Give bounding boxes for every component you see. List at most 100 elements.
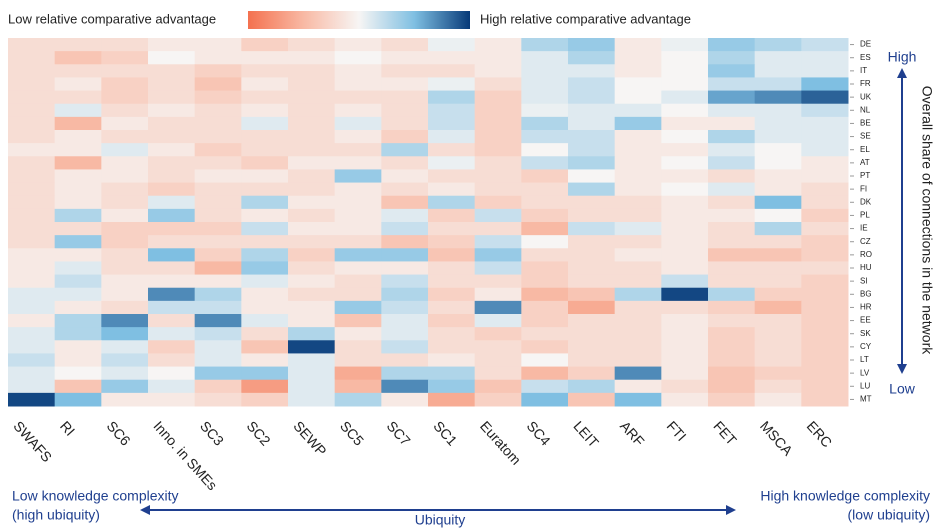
heatmap-cell — [101, 314, 149, 328]
heatmap-cell — [521, 353, 569, 368]
heatmap-cell — [288, 353, 336, 368]
heatmap-cell — [661, 261, 709, 276]
heatmap-cell — [334, 182, 382, 197]
heatmap-cell — [568, 116, 616, 131]
heatmap-cell — [381, 51, 429, 65]
heatmap-cell — [568, 182, 616, 197]
heatmap-cell — [428, 392, 476, 407]
heatmap-cell — [8, 235, 56, 249]
heatmap-cell — [194, 274, 242, 289]
heatmap-cell — [801, 222, 849, 236]
heatmap-cell — [54, 248, 102, 262]
heatmap-cell — [288, 208, 336, 223]
heatmap-cell — [661, 274, 709, 289]
heatmap-cell — [661, 392, 709, 407]
heatmap-cell — [288, 182, 336, 197]
heatmap-cell — [101, 392, 149, 407]
heatmap-cell — [614, 314, 662, 328]
heatmap-cell — [708, 353, 756, 368]
heatmap-cell — [708, 156, 756, 170]
y-tick-label: ES — [860, 53, 871, 62]
heatmap-cell — [334, 274, 382, 289]
heatmap-cell — [521, 235, 569, 249]
heatmap-cell — [614, 51, 662, 65]
heatmap-cell — [8, 103, 56, 118]
heatmap-cell — [288, 392, 336, 407]
heatmap-cell — [521, 340, 569, 354]
arrow-head — [140, 505, 150, 515]
heatmap-cell — [148, 38, 196, 52]
heatmap-cell — [101, 51, 149, 65]
heatmap-cell — [54, 287, 102, 302]
heatmap-cell — [708, 379, 756, 394]
heatmap-cell — [661, 235, 709, 249]
heatmap-cell — [194, 143, 242, 157]
heatmap-cell — [288, 195, 336, 210]
heatmap-cell — [754, 38, 802, 52]
heatmap-cell — [241, 274, 289, 289]
heatmap-cell — [54, 392, 102, 407]
heatmap-cell — [288, 300, 336, 315]
heatmap-cell — [568, 90, 616, 105]
heatmap-cell — [148, 353, 196, 368]
y-tick-label: AT — [860, 158, 870, 167]
heatmap-cell — [708, 314, 756, 328]
heatmap-cell — [381, 261, 429, 276]
heatmap-cell — [661, 248, 709, 262]
heatmap-cell — [101, 116, 149, 131]
heatmap-cell — [148, 327, 196, 341]
heatmap-cell — [661, 195, 709, 210]
y-top-label: High — [888, 49, 917, 65]
arrow-head — [897, 364, 907, 374]
heatmap-cell — [381, 327, 429, 341]
heatmap-cell — [288, 222, 336, 236]
heatmap-cell — [194, 392, 242, 407]
x-tick-label: SC3 — [197, 418, 227, 449]
heatmap-cell — [708, 64, 756, 78]
heatmap-cell — [8, 64, 56, 78]
x-tick-label: SWAFS — [10, 418, 55, 465]
heatmap-cell — [754, 366, 802, 381]
heatmap-cell — [334, 143, 382, 157]
heatmap-cell — [241, 143, 289, 157]
y-tick-label: HR — [860, 303, 872, 312]
heatmap-cell — [101, 143, 149, 157]
heatmap-cell — [614, 300, 662, 315]
heatmap-cell — [54, 379, 102, 394]
heatmap-cell — [614, 195, 662, 210]
heatmap-cell — [661, 103, 709, 118]
heatmap-cell — [754, 327, 802, 341]
heatmap-cell — [474, 77, 522, 92]
heatmap-cell — [288, 130, 336, 144]
heatmap-cell — [474, 156, 522, 170]
y-tick-label: HU — [860, 263, 872, 272]
heatmap-cell — [148, 366, 196, 381]
heatmap-cell — [334, 366, 382, 381]
heatmap-cell — [754, 314, 802, 328]
heatmap-cell — [241, 64, 289, 78]
heatmap-cell — [8, 77, 56, 92]
heatmap-cell — [381, 235, 429, 249]
heatmap-cell — [241, 38, 289, 52]
heatmap-cell — [148, 235, 196, 249]
x-left-label: Low knowledge complexity — [12, 488, 179, 504]
heatmap-cell — [334, 130, 382, 144]
x-tick-label: SC6 — [104, 418, 134, 449]
heatmap-cell — [148, 116, 196, 131]
heatmap-cell — [8, 208, 56, 223]
x-tick-label: SEWP — [290, 418, 329, 459]
heatmap-cell — [381, 143, 429, 157]
heatmap-cell — [708, 195, 756, 210]
heatmap-cell — [614, 103, 662, 118]
heatmap-cell — [568, 195, 616, 210]
heatmap-cell — [148, 300, 196, 315]
heatmap-cell — [708, 261, 756, 276]
heatmap-cell — [754, 300, 802, 315]
heatmap-cell — [568, 64, 616, 78]
heatmap-cell — [148, 143, 196, 157]
heatmap-cell — [8, 379, 56, 394]
heatmap-cell — [661, 208, 709, 223]
heatmap-cell — [708, 274, 756, 289]
colorbar-high-label: High relative comparative advantage — [480, 11, 691, 26]
heatmap-cell — [381, 392, 429, 407]
